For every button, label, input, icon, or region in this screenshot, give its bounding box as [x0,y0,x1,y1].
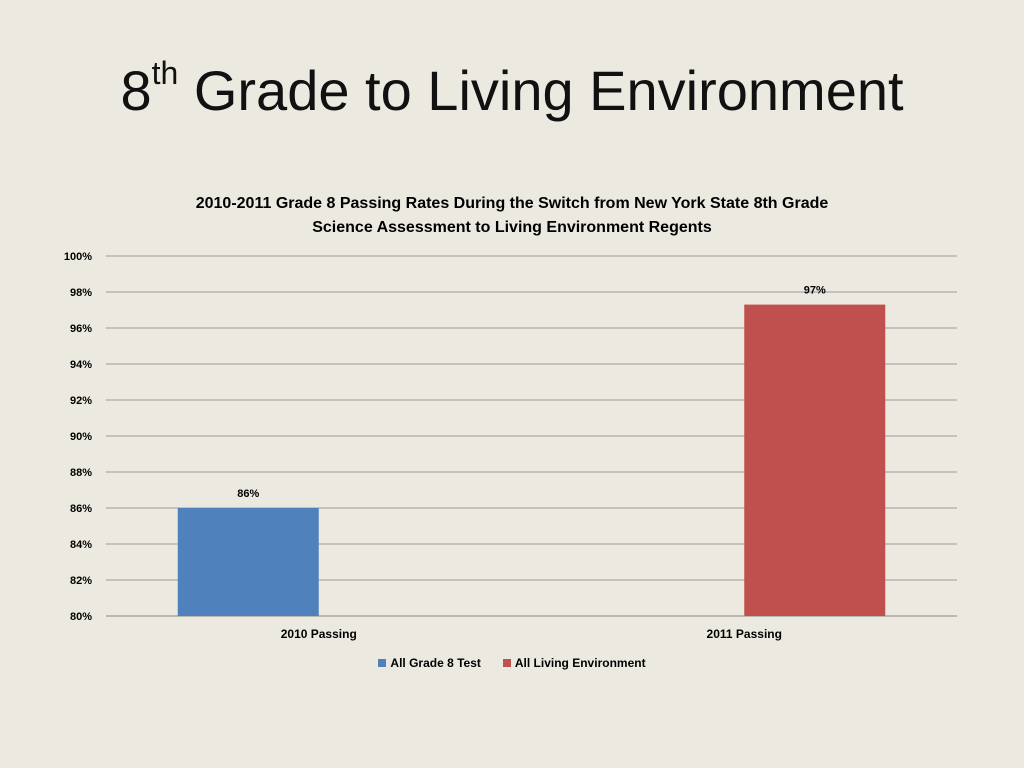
data-label: 86% [237,488,259,500]
chart-title-line-2: Science Assessment to Living Environment… [312,219,712,236]
y-tick-label: 92% [70,395,92,407]
y-tick-label: 86% [70,503,92,515]
x-tick-label: 2010 Passing [281,627,357,641]
y-tick-label: 98% [70,287,92,299]
y-tick-label: 84% [70,539,92,551]
slide-title: 8th Grade to Living Environment [0,55,1024,123]
chart-title-line-1: 2010-2011 Grade 8 Passing Rates During t… [195,195,829,212]
y-tick-label: 100% [64,251,92,263]
legend-swatch-grade8 [378,659,387,667]
bar [744,304,886,616]
x-tick-label: 2011 Passing [707,627,782,641]
y-tick-label: 82% [70,575,92,587]
title-superscript: th [151,55,179,92]
legend-item-living-env: All Living Environment [502,656,646,670]
y-tick-label: 90% [70,431,92,443]
data-label: 97% [804,285,826,297]
chart-title: 2010-2011 Grade 8 Passing Rates During t… [100,192,924,240]
y-tick-label: 88% [70,467,92,479]
y-tick-label: 96% [70,323,92,335]
y-tick-label: 80% [70,611,92,623]
chart-legend: All Grade 8 Test All Living Environment [0,656,1024,670]
y-tick-label: 94% [70,359,92,371]
title-text: Grade to Living Environment [178,59,904,122]
bar [177,508,319,616]
legend-swatch-living-env [502,659,511,667]
title-number: 8 [120,59,152,122]
legend-label-grade8: All Grade 8 Test [390,656,481,670]
legend-item-grade8: All Grade 8 Test [378,656,481,670]
legend-label-living-env: All Living Environment [514,656,646,670]
